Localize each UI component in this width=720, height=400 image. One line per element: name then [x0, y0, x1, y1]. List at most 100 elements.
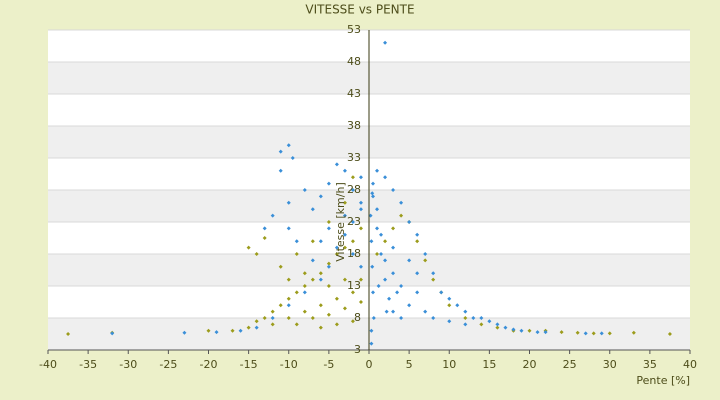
point	[310, 258, 315, 263]
point	[254, 325, 259, 330]
point	[318, 194, 323, 199]
point	[230, 328, 235, 333]
y-tick-label: 8	[354, 311, 361, 324]
point	[262, 316, 267, 320]
point	[391, 226, 396, 231]
point	[286, 277, 291, 282]
point	[447, 296, 452, 301]
point	[370, 264, 375, 269]
point	[383, 40, 388, 45]
point	[471, 316, 476, 320]
point	[383, 277, 388, 282]
point	[431, 316, 436, 320]
point	[379, 252, 384, 256]
point	[270, 213, 275, 218]
point	[334, 322, 339, 327]
point	[294, 252, 299, 256]
point	[395, 290, 400, 295]
point	[278, 149, 283, 154]
point	[607, 331, 612, 336]
point	[286, 316, 291, 320]
point	[387, 296, 392, 301]
point	[463, 309, 468, 314]
point	[375, 207, 380, 212]
x-tick-label: -10	[280, 358, 298, 371]
y-tick-label: 3	[354, 343, 361, 356]
point	[254, 319, 259, 324]
point	[270, 316, 275, 320]
point	[543, 330, 548, 335]
point	[302, 271, 307, 276]
point	[342, 168, 347, 173]
point	[286, 226, 291, 231]
point	[278, 168, 283, 173]
point	[342, 200, 347, 205]
x-tick-label: -40	[39, 358, 57, 371]
point	[591, 331, 596, 336]
point	[447, 319, 452, 324]
point	[368, 213, 373, 218]
x-tick-label: 15	[482, 358, 496, 371]
point	[376, 284, 381, 288]
point	[383, 239, 388, 244]
point	[350, 220, 355, 224]
point	[487, 319, 492, 324]
point	[599, 331, 604, 336]
point	[447, 303, 452, 308]
point	[407, 220, 412, 224]
point	[66, 332, 71, 336]
point	[334, 162, 339, 167]
point	[326, 226, 331, 231]
point	[415, 232, 420, 237]
point	[358, 264, 363, 269]
point	[375, 168, 380, 173]
x-tick-label: 5	[406, 358, 413, 371]
point	[262, 226, 267, 231]
point	[527, 328, 532, 333]
y-tick-label: 13	[347, 279, 361, 292]
point	[270, 322, 275, 327]
point	[350, 252, 355, 256]
point	[383, 175, 388, 180]
point	[431, 271, 436, 276]
point	[519, 328, 524, 333]
point	[383, 258, 388, 263]
x-axis-label: Pente [%]	[636, 374, 690, 387]
point	[246, 325, 251, 330]
point	[358, 200, 363, 205]
point	[342, 213, 347, 218]
point	[302, 188, 307, 192]
point	[206, 328, 211, 333]
point	[262, 236, 267, 240]
point	[391, 309, 396, 314]
point	[182, 330, 187, 335]
point	[407, 258, 412, 263]
point	[326, 181, 331, 186]
point	[310, 316, 315, 320]
point	[286, 143, 291, 148]
y-tick-label: 48	[347, 55, 361, 68]
point	[326, 284, 331, 288]
point	[318, 239, 323, 244]
point	[350, 239, 355, 244]
point	[238, 328, 243, 333]
point	[286, 296, 291, 301]
point	[350, 319, 355, 324]
point	[310, 277, 315, 282]
point	[334, 245, 339, 250]
point	[350, 188, 355, 192]
x-tick-label: -20	[200, 358, 218, 371]
point	[371, 194, 376, 199]
point	[535, 330, 540, 335]
point	[318, 271, 323, 276]
x-tick-label: 10	[442, 358, 456, 371]
y-tick-label: 33	[347, 151, 361, 164]
point	[302, 290, 307, 295]
point	[350, 175, 355, 180]
point	[479, 322, 484, 327]
point	[302, 284, 307, 288]
point	[334, 296, 339, 301]
point	[399, 316, 404, 320]
point	[294, 239, 299, 244]
x-tick-label: 25	[563, 358, 577, 371]
